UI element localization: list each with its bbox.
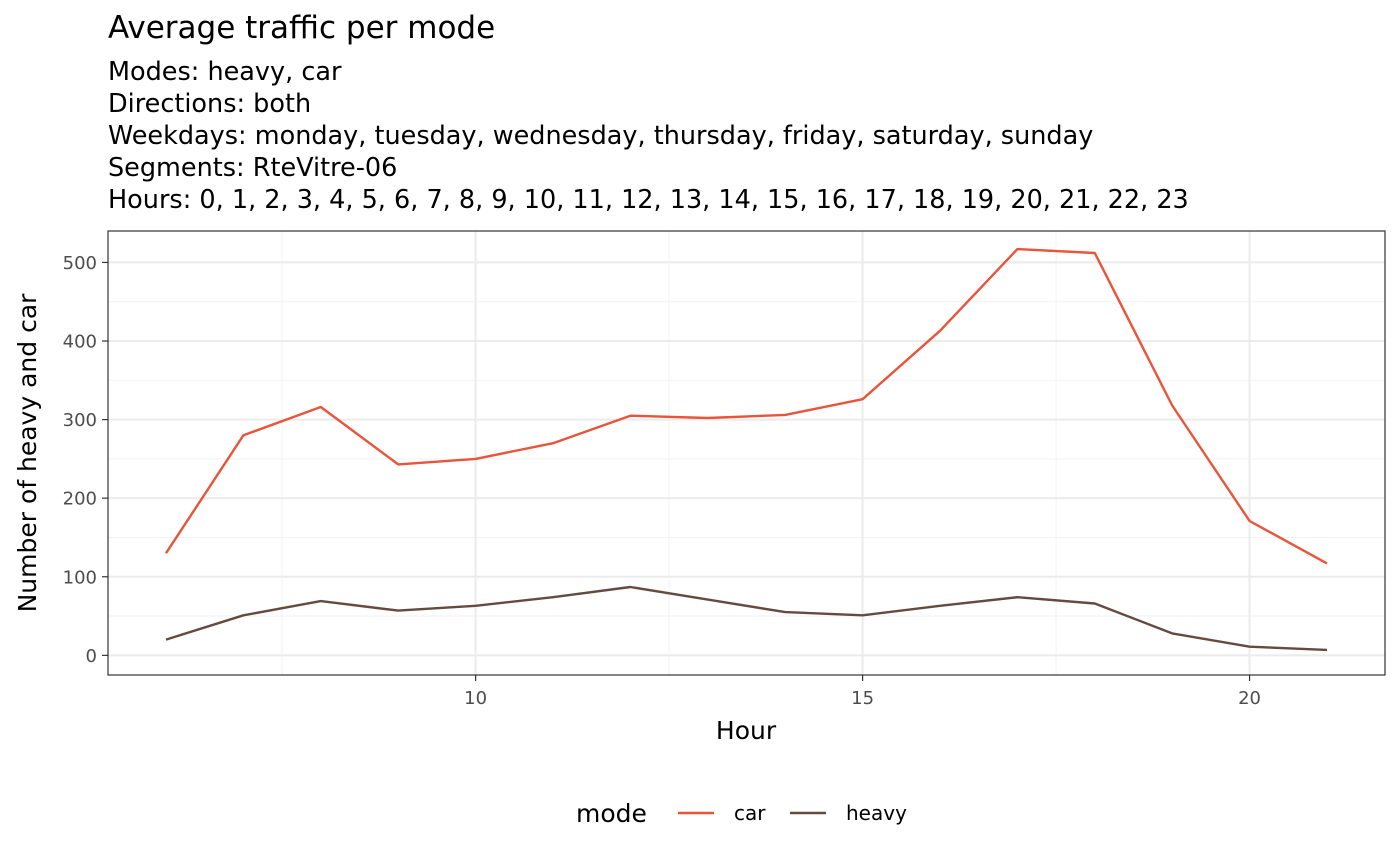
chart-subtitle-directions: Directions: both (108, 89, 312, 119)
legend-title: mode (576, 799, 647, 828)
x-axis-ticks: 10 15 20 (464, 675, 1261, 709)
legend-label-car: car (734, 801, 766, 825)
series-lines (164, 247, 1328, 652)
series-line-car (164, 247, 1328, 565)
y-tick-label: 400 (63, 332, 97, 353)
series-line-heavy (165, 585, 1328, 652)
major-gridlines (108, 231, 1385, 675)
chart-subtitle-weekdays: Weekdays: monday, tuesday, wednesday, th… (108, 121, 1094, 151)
x-tick-label: 15 (851, 688, 874, 709)
y-axis-ticks: 0 100 200 300 400 500 (63, 253, 108, 667)
chart-subtitle-segments: Segments: RteVitre-06 (108, 153, 398, 183)
plot-panel-border (107, 230, 1386, 676)
chart-subtitle-modes: Modes: heavy, car (108, 57, 342, 87)
x-tick-label: 10 (464, 688, 487, 709)
y-tick-label: 100 (63, 567, 97, 588)
y-tick-label: 500 (63, 253, 97, 274)
legend: mode car heavy (576, 799, 907, 828)
legend-label-heavy: heavy (846, 801, 907, 825)
chart-subtitle-hours: Hours: 0, 1, 2, 3, 4, 5, 6, 7, 8, 9, 10,… (108, 185, 1189, 215)
y-tick-label: 0 (86, 646, 97, 667)
y-tick-label: 300 (63, 410, 97, 431)
x-axis-title: Hour (716, 716, 777, 745)
y-tick-label: 200 (63, 489, 97, 510)
minor-gridlines (108, 231, 1385, 675)
y-axis-title: Number of heavy and car (13, 293, 42, 613)
x-tick-label: 20 (1238, 688, 1261, 709)
chart-title: Average traffic per mode (108, 10, 496, 46)
